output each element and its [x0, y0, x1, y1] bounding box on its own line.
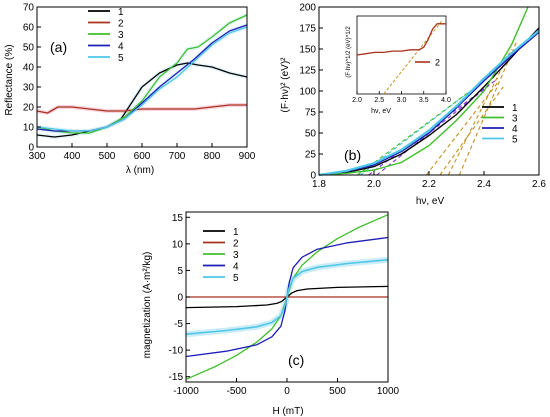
inset-xlabel: hν, eV: [371, 108, 391, 115]
panel-b-x-tick-label: 1.8: [312, 179, 326, 190]
panel-b-y-tick-label: 50: [305, 129, 317, 140]
panel-a-x-tick-label: 500: [99, 151, 116, 162]
inset-x-tick-label: 2.5: [374, 97, 384, 104]
inset-fit-line: [383, 20, 442, 95]
panel-c-series-5: [185, 259, 389, 335]
panel-a: Reflectance (%) λ (nm) (a): [4, 39, 154, 176]
panel-b-y-tick-label: 150: [299, 45, 316, 56]
panel-a-label: (a): [50, 39, 67, 55]
panel-a-series-4: [36, 24, 248, 132]
panel-b-xlabel: hν, eV: [416, 196, 445, 207]
panel-b-label: (b): [344, 147, 361, 163]
panel-c-x-tick-label: 1000: [377, 386, 400, 397]
panel-c-legend-label-3: 3: [233, 250, 239, 261]
inset-frame: [356, 15, 447, 95]
panel-a-y-tick-label: 50: [23, 43, 35, 54]
panel-b-x-tick-label: 2.2: [422, 179, 436, 190]
panel-b-ylabel: (F·hν)² (eV)²: [280, 57, 291, 113]
panel-a-y-tick-label: 60: [23, 23, 35, 34]
panel-a-y-tick-label: 40: [23, 63, 35, 74]
panel-a-x-tick-label: 300: [29, 151, 46, 162]
panel-a-y-tick-label: 20: [23, 103, 35, 114]
panel-c-legend-label-2: 2: [233, 239, 239, 250]
panel-a-x-tick-label: 600: [134, 151, 151, 162]
panel-a-y-tick-label: 70: [23, 3, 35, 14]
panel-c-y-tick-label: -15: [169, 372, 184, 383]
panel-c-legend-label-5: 5: [233, 273, 239, 284]
panel-c-ylabel: magnetization (A·m²/kg): [142, 252, 153, 359]
inset-x-tick-label: 4.0: [441, 97, 451, 104]
panel-b-y-tick-label: 25: [305, 150, 317, 161]
panel-a-y-tick-label: 10: [23, 123, 35, 134]
panel-c-legend-label-4: 4: [233, 262, 239, 273]
panel-c-label: (c): [288, 352, 304, 368]
panel-b-fit-line-2: [425, 82, 499, 176]
panel-b-series-5: [318, 29, 540, 177]
panel-a-x-tick-label: 900: [239, 151, 256, 162]
panel-b-y-tick-label: 75: [305, 108, 317, 119]
panel-b-fit-line-4: [447, 48, 512, 176]
panel-a-legend-label-1: 1: [118, 7, 124, 18]
panel-b-legend-label-3: 3: [512, 114, 518, 125]
panel-a-legend-label-5: 5: [118, 53, 124, 64]
panel-a-frame: [36, 6, 248, 148]
inset-x-tick-label: 2.0: [352, 97, 362, 104]
panel-a-legend-label-2: 2: [118, 19, 124, 30]
panel-a-x-tick-label: 800: [204, 151, 221, 162]
panel-b-legend-label-5: 5: [512, 135, 518, 146]
panel-b-fit-line-1: [376, 77, 499, 176]
panel-b-x-tick-label: 2.4: [477, 179, 491, 190]
panel-a-x-tick-label: 400: [64, 151, 81, 162]
panel-a-series-5: [36, 26, 248, 132]
inset-legend-label-2: 2: [435, 58, 440, 68]
panel-a-ylabel: Reflectance (%): [4, 44, 15, 115]
inset-series-2: [356, 23, 446, 56]
inset-x-tick-label: 3.0: [397, 97, 407, 104]
panel-c-legend-label-1: 1: [233, 227, 239, 238]
panel-c-x-tick-label: -500: [226, 386, 246, 397]
panel-b-legend-label-1: 1: [512, 103, 518, 114]
panel-b-x-tick-label: 2.0: [367, 179, 381, 190]
panel-a-xlabel: λ (nm): [126, 165, 154, 176]
panel-c-y-tick-label: -10: [169, 346, 184, 357]
panel-c-y-tick-label: 5: [177, 266, 183, 277]
inset-x-tick-label: 3.5: [419, 97, 429, 104]
panel-b-y-tick-label: 0: [310, 171, 316, 182]
panel-b-legend-label-4: 4: [512, 124, 518, 135]
panel-c: magnetization (A·m²/kg) H (mT) (c): [142, 252, 304, 417]
panel-c-x-tick-label: 0: [284, 386, 290, 397]
panel-c-x-tick-label: 500: [329, 386, 346, 397]
panel-c-y-tick-label: -5: [174, 319, 183, 330]
panel-b-y-tick-label: 175: [299, 24, 316, 35]
panel-c-y-tick-label: 0: [177, 293, 183, 304]
panel-b-x-tick-label: 2.6: [532, 179, 546, 190]
panel-b-y-tick-label: 100: [299, 87, 316, 98]
panel-a-series-2: [36, 104, 247, 114]
panel-b: (F·hν)² (eV)² hν, eV (b) (F·hν)^1/2 (eV)…: [280, 26, 445, 207]
panel-c-y-tick-label: 10: [172, 239, 184, 250]
inset-ylabel: (F·hν)^1/2 (eV)^1/2: [346, 26, 352, 78]
panel-a-legend-label-4: 4: [118, 42, 124, 53]
panel-b-y-tick-label: 200: [299, 3, 316, 14]
panel-c-y-tick-label: 15: [172, 213, 184, 224]
panel-a-y-tick-label: 0: [28, 143, 34, 154]
panel-a-band-3: [36, 13, 248, 135]
panel-a-x-tick-label: 700: [169, 151, 186, 162]
panel-a-series-1: [36, 62, 248, 138]
panel-a-legend-label-3: 3: [118, 30, 124, 41]
panel-c-xlabel: H (mT): [272, 406, 303, 417]
panel-c-x-tick-label: -1000: [173, 386, 199, 397]
panel-a-y-tick-label: 30: [23, 83, 35, 94]
panel-b-y-tick-label: 125: [299, 66, 316, 77]
panel-a-series-3: [36, 14, 248, 134]
